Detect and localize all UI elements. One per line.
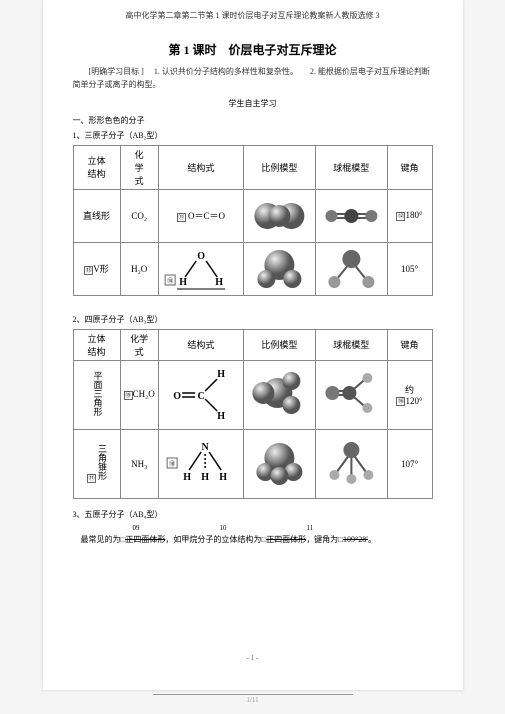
- bond-co2: ⑪ O＝C＝O: [158, 189, 243, 242]
- table-triatomic: 立体结构 化学式 结构式 比例模型 球棍模型 键角 直线形 CO₂ ⑪ O＝C＝…: [73, 145, 433, 296]
- shape-linear: 直线形: [73, 189, 120, 242]
- doc-header: 高中化学第二章第二节第 1 课时价层电子对互斥理论教案新人教版选修 3: [73, 10, 433, 21]
- shape-trigonal-pyramidal: ⑰三角锥形: [73, 429, 120, 498]
- col-structure: 立体结构: [73, 145, 120, 189]
- table-header-row: 立体结构 化学式 结构式 比例模型 球棍模型 键角: [73, 145, 432, 189]
- blank-numbers: 09 10 11: [133, 524, 433, 532]
- svg-text:N: N: [201, 442, 209, 453]
- svg-text:H: H: [215, 277, 223, 288]
- col-ballstick-model: 球棍模型: [315, 145, 387, 189]
- table-row: ⑰三角锥形 NH₃ ⑱ N H H H: [73, 429, 432, 498]
- angle-180: ⑫180°: [387, 189, 432, 242]
- col-bond: 结构式: [158, 145, 243, 189]
- page-footer: - 1 -: [43, 654, 463, 662]
- row2-label: 2、四原子分子（AB₃型）: [73, 314, 433, 325]
- scale-nh3: [244, 429, 316, 498]
- svg-text:H: H: [217, 369, 225, 380]
- blank-icon: ⑪: [177, 213, 186, 222]
- table-header-row: 立体结构 化学式 结构式 比例模型 球棍模型 键角: [73, 329, 432, 360]
- bond-h2o: ⑭ O H H: [158, 242, 243, 295]
- scale-model-icon: [245, 192, 314, 240]
- svg-text:H: H: [183, 472, 191, 483]
- formula-co2: CO₂: [120, 189, 158, 242]
- ballstick-model-icon: [317, 245, 386, 293]
- col-scale-model: 比例模型: [244, 145, 316, 189]
- angle-120: 约 ⑯120°: [387, 360, 432, 429]
- section-1-heading: 一、形形色色的分子: [73, 115, 433, 126]
- svg-text:H: H: [179, 277, 187, 288]
- bottom-sentence: 最常见的为□正四面体形，如甲烷分子的立体结构为□正四面体形，键角为□109°28…: [73, 534, 433, 546]
- scale-ch2o: [244, 360, 316, 429]
- col-bond: 结构式: [158, 329, 243, 360]
- svg-text:H: H: [217, 411, 225, 422]
- page: 高中化学第二章第二节第 1 课时价层电子对互斥理论教案新人教版选修 3 第 1 …: [43, 0, 463, 690]
- ballstick-model-icon: [317, 432, 386, 496]
- structure-icon: H H O C: [160, 363, 242, 427]
- ballstick-model-icon: [317, 363, 386, 427]
- table-row: ⑬V形 H₂O ⑭ O H H: [73, 242, 432, 295]
- row1-label: 1、三原子分子（AB₂型）: [73, 130, 433, 141]
- structure-icon: ⑱ N H H H: [160, 432, 242, 496]
- self-study-heading: 学生自主学习: [73, 98, 433, 109]
- table-row: 平面三角形 ⑮CH₂O H H O C: [73, 360, 432, 429]
- svg-text:H: H: [219, 472, 227, 483]
- shape-v: ⑬V形: [73, 242, 120, 295]
- col-structure: 立体结构: [73, 329, 120, 360]
- formula-nh3: NH₃: [120, 429, 158, 498]
- shape-trigonal-planar: 平面三角形: [73, 360, 120, 429]
- row3-label: 3、五原子分子（AB₄型）: [73, 509, 433, 520]
- ballstick-model-icon: [317, 192, 386, 240]
- structure-icon: ⑭ O H H: [160, 245, 242, 293]
- lesson-title: 第 1 课时 价层电子对互斥理论: [73, 41, 433, 58]
- col-formula: 化学式: [120, 329, 158, 360]
- scale-model-icon: [245, 432, 314, 496]
- ballstick-ch2o: [315, 360, 387, 429]
- objectives: [明确学习目标 ] 1. 认识共价分子结构的多样性和复杂性。 2. 能根据价层电…: [73, 66, 433, 92]
- svg-text:⑭: ⑭: [167, 277, 173, 285]
- scale-h2o: [244, 242, 316, 295]
- formula-h2o: H₂O: [120, 242, 158, 295]
- num-09: 09: [133, 524, 140, 532]
- blank-icon: ⑮: [124, 391, 133, 400]
- svg-text:O: O: [173, 391, 181, 402]
- ballstick-h2o: [315, 242, 387, 295]
- col-angle: 键角: [387, 145, 432, 189]
- svg-text:H: H: [201, 472, 209, 483]
- angle-107: 107°: [387, 429, 432, 498]
- svg-text:⑱: ⑱: [169, 460, 175, 468]
- bond-ch2o: H H O C: [158, 360, 243, 429]
- page-number: 1/11: [153, 694, 353, 704]
- col-formula: 化学式: [120, 145, 158, 189]
- svg-text:O: O: [197, 251, 205, 262]
- angle-105: 105°: [387, 242, 432, 295]
- table-tetraatomic: 立体结构 化学式 结构式 比例模型 球棍模型 键角 平面三角形 ⑮CH₂O H …: [73, 329, 433, 499]
- col-angle: 键角: [387, 329, 432, 360]
- ballstick-nh3: [315, 429, 387, 498]
- blank-icon: ⑰: [87, 474, 96, 483]
- svg-text:C: C: [197, 391, 204, 402]
- num-11: 11: [307, 524, 314, 532]
- bond-nh3: ⑱ N H H H: [158, 429, 243, 498]
- blank-icon: ⑬: [84, 266, 93, 275]
- ballstick-co2: [315, 189, 387, 242]
- formula-ch2o: ⑮CH₂O: [120, 360, 158, 429]
- scale-model-icon: [245, 245, 314, 293]
- col-scale-model: 比例模型: [244, 329, 316, 360]
- num-10: 10: [220, 524, 227, 532]
- scale-model-icon: [245, 363, 314, 427]
- table-row: 直线形 CO₂ ⑪ O＝C＝O: [73, 189, 432, 242]
- col-ballstick-model: 球棍模型: [315, 329, 387, 360]
- scale-co2: [244, 189, 316, 242]
